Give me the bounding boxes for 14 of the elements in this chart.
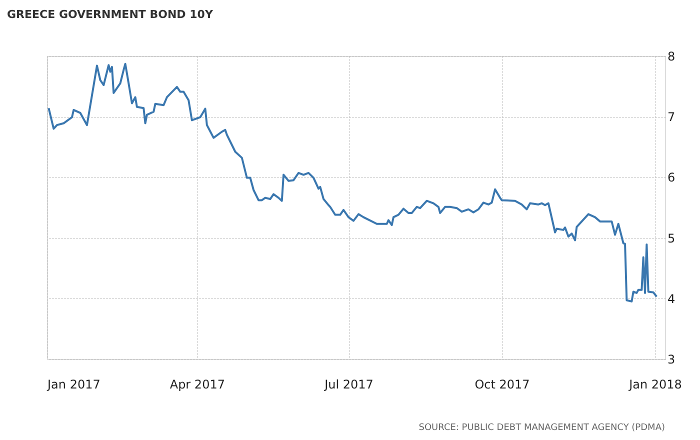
y-tick-label: 5 [668,231,676,246]
x-tick-label: Oct 2017 [474,378,530,392]
y-tick-label: 8 [668,50,676,64]
line-series [48,62,658,302]
y-tick-label: 6 [668,170,676,185]
x-tick-label: Jan 2017 [46,378,100,392]
x-tick-label: Jan 2018 [628,378,682,392]
x-tick-label: Apr 2017 [170,378,225,392]
y-tick-label: 7 [668,110,676,124]
source-note: SOURCE: PUBLIC DEBT MANAGEMENT AGENCY (PDMA) [418,423,665,433]
y-tick-label: 4 [668,292,676,306]
chart-title: GREECE GOVERNMENT BOND 10Y [7,8,214,21]
x-tick-label: Jul 2017 [324,378,374,392]
y-tick-label: 3 [668,352,676,366]
